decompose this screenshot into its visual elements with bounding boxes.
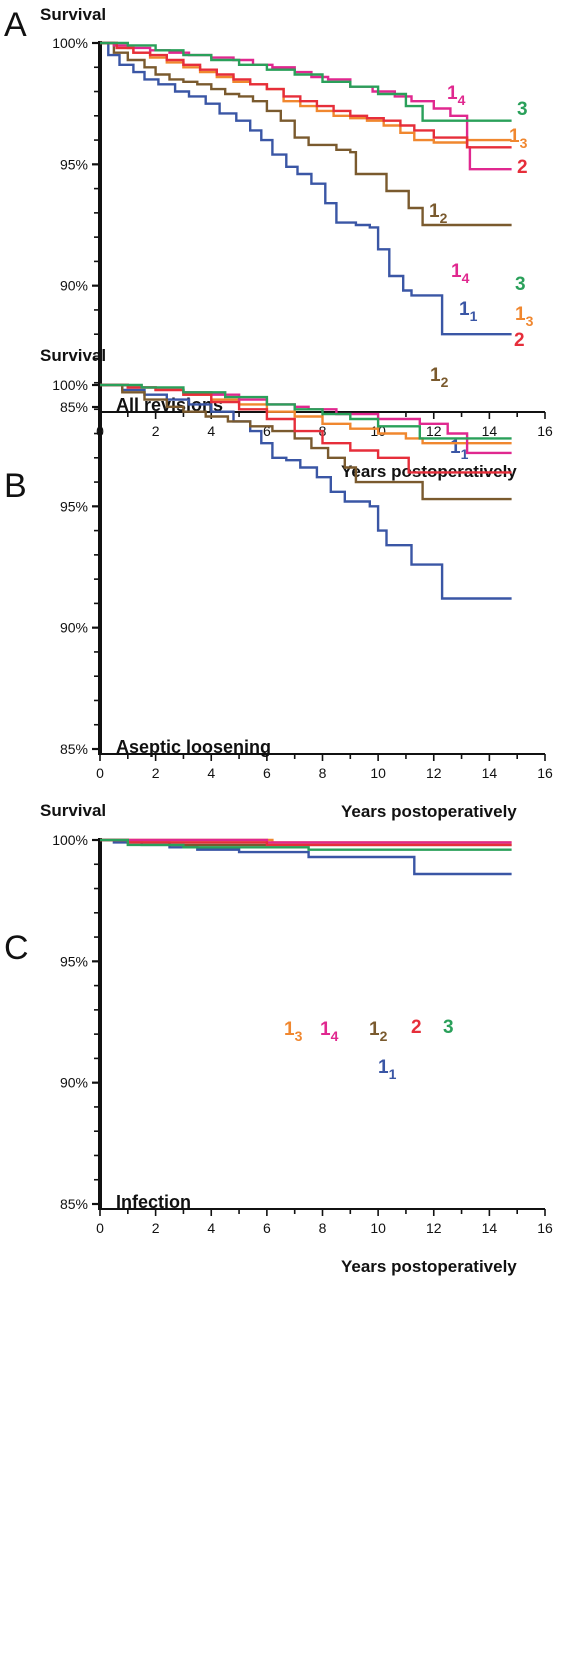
y-tick-label: 100% [52,832,88,848]
series-label: 3 [515,274,526,295]
x-tick-label: 10 [370,765,386,781]
y-tick-label: 95% [60,953,88,969]
panel-a: ASurvival85%90%95%100%0246810121416Years… [4,5,553,481]
y-tick-label: 85% [60,1196,88,1212]
series-line-12 [100,383,512,501]
series-label: 14 [451,261,470,286]
y-tick-label: 95% [60,156,88,172]
x-tick-label: 6 [263,1220,271,1236]
x-tick-label: 6 [263,423,271,439]
x-tick-label: 12 [426,765,442,781]
y-tick-label: 100% [52,35,88,51]
x-tick-label: 2 [152,765,160,781]
x-axis-title: Years postoperatively [341,802,517,821]
panel-c: C Survival 85% 90% 95% 100% 0 2 4 6 8 10 12 14 16 Years… [4,801,553,1276]
series-label: 14 [447,83,466,108]
series-label: 11 [378,1057,397,1082]
x-tick-label: 14 [482,765,498,781]
x-tick-label: 0 [96,765,104,781]
series-label: 12 [429,201,448,226]
x-tick-label: 2 [152,1220,160,1236]
series-line-3 [100,838,512,851]
panel-caption: Aseptic loosening [116,737,271,757]
panel-letter: A [4,6,27,44]
series-label: 14 [320,1019,339,1044]
series-line-11 [100,383,512,600]
series-label: 13 [284,1019,303,1044]
series-line-3 [100,383,512,440]
x-tick-label: 4 [207,423,215,439]
series-line-2 [100,41,512,149]
series-label: 12 [430,365,449,390]
series-label: 13 [515,304,534,329]
x-tick-label: 2 [152,423,160,439]
series-label: 12 [369,1019,388,1044]
x-tick-label: 0 [96,1220,104,1236]
series-label: 11 [459,299,478,324]
x-tick-label: 8 [319,765,327,781]
series-line-2 [100,383,512,474]
x-tick-label: 4 [207,765,215,781]
y-tick-label: 90% [60,1075,88,1091]
x-tick-label: 12 [426,1220,442,1236]
y-axis-title: Survival [40,801,106,820]
series-label: 3 [517,99,528,120]
series-line-11 [100,41,512,336]
y-axis-title: Survival [40,5,106,24]
series-line-12 [100,41,512,227]
x-tick-label: 14 [482,1220,498,1236]
x-tick-label: 12 [426,423,442,439]
series-line-14 [100,838,512,844]
y-tick-label: 85% [60,741,88,757]
series-label: 2 [517,157,528,178]
y-tick-label: 95% [60,498,88,514]
panel-letter: C [4,929,29,967]
x-tick-label: 10 [370,1220,386,1236]
series-label: 2 [514,330,525,351]
x-tick-label: 8 [319,1220,327,1236]
x-tick-label: 16 [537,1220,553,1236]
y-tick-label: 100% [52,377,88,393]
series-label: 11 [450,437,469,462]
x-tick-label: 6 [263,765,271,781]
panel-caption: All revisions [116,395,223,415]
panel-b: B Survival 85% 90% 95% 100% 0 2 4 6 8 10 12 14 16 Years… [4,261,553,821]
series-label: 3 [443,1017,454,1038]
y-tick-label: 90% [60,278,88,294]
x-tick-label: 16 [537,765,553,781]
x-tick-label: 16 [537,423,553,439]
series-label: 2 [411,1017,422,1038]
x-axis-title: Years postoperatively [341,1257,517,1276]
x-tick-label: 14 [482,423,498,439]
y-axis-title: Survival [40,346,106,365]
x-tick-label: 4 [207,1220,215,1236]
panel-caption: Infection [116,1192,191,1212]
panel-letter: B [4,467,27,505]
y-tick-label: 85% [60,399,88,415]
y-tick-label: 90% [60,620,88,636]
series-label: 13 [509,126,528,151]
series-line-3 [100,41,512,122]
